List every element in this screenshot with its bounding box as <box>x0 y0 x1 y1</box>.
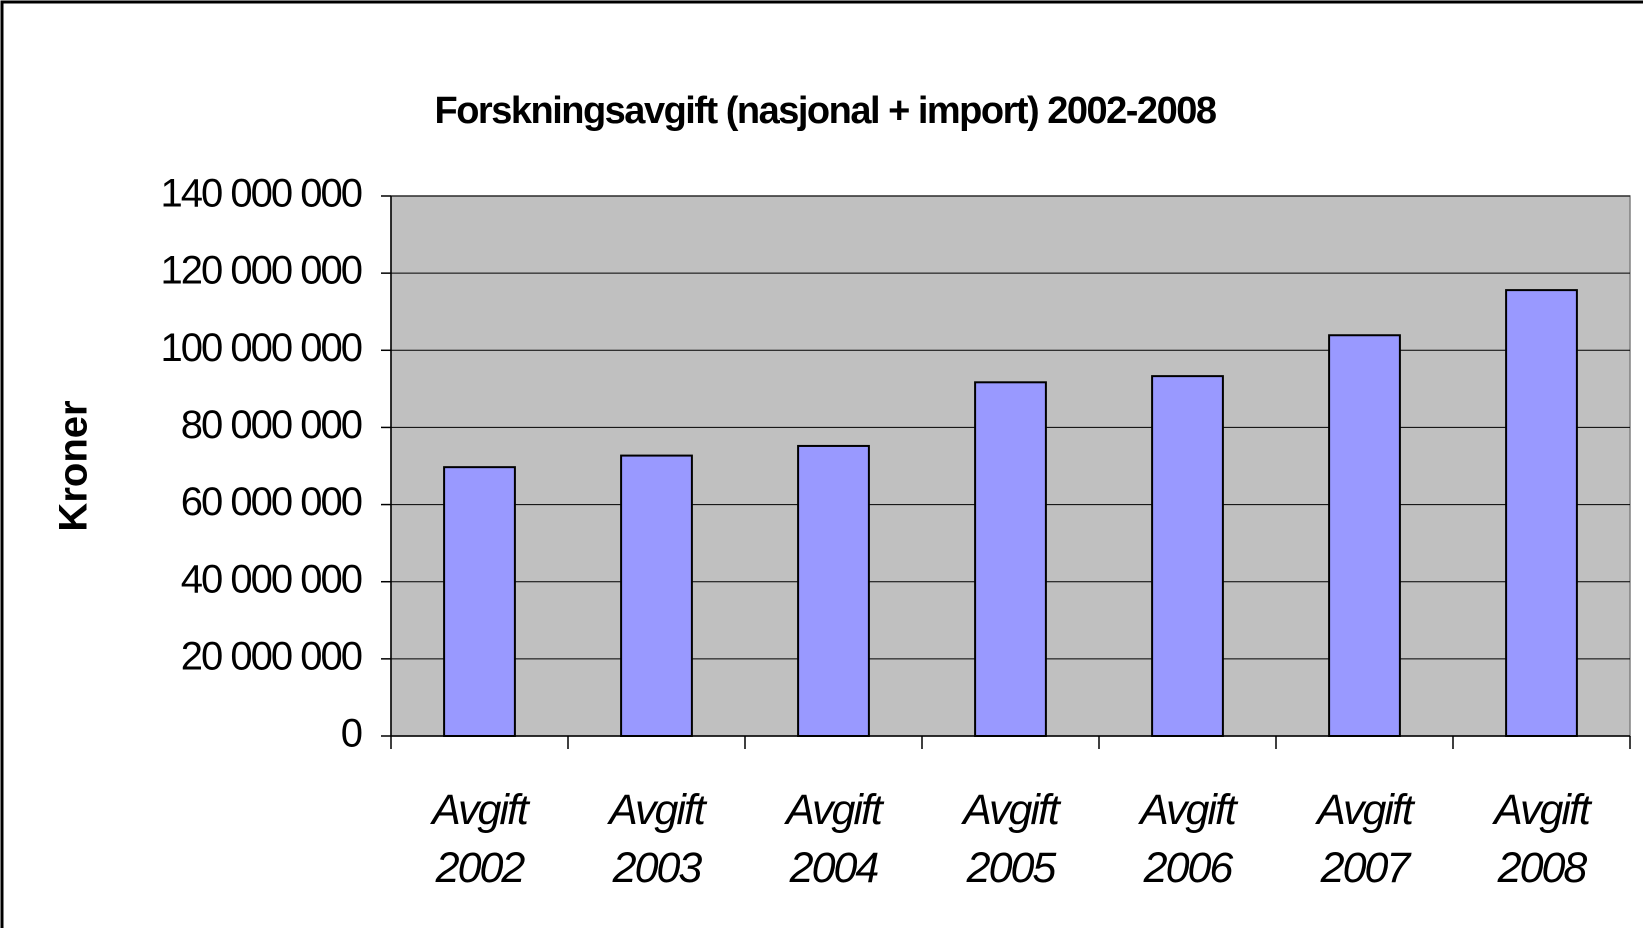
x-tick-label: Avgift 2005 <box>963 786 1060 892</box>
bar <box>443 466 516 737</box>
y-axis-label: Kroner <box>52 400 96 531</box>
x-tick-label: Avgift 2007 <box>1317 786 1414 892</box>
x-tick-label: Avgift 2002 <box>432 786 529 892</box>
bar <box>974 381 1047 737</box>
y-tick-label: 0 <box>341 712 362 756</box>
bar <box>1151 375 1224 737</box>
y-tick-label: 80 000 000 <box>181 403 362 447</box>
bar <box>1328 334 1401 737</box>
y-tick-label: 60 000 000 <box>181 480 362 524</box>
x-tick-label: Avgift 2006 <box>1140 786 1237 892</box>
y-tick-label: 40 000 000 <box>181 557 362 601</box>
x-tick-label: Avgift 2003 <box>609 786 706 892</box>
x-tick-label: Avgift 2008 <box>1494 786 1591 892</box>
y-tick-label: 140 000 000 <box>161 172 362 216</box>
x-tick-label: Avgift 2004 <box>786 786 883 892</box>
bar <box>620 454 693 737</box>
bar <box>797 444 870 737</box>
y-tick-label: 120 000 000 <box>161 249 362 293</box>
y-tick-label: 100 000 000 <box>161 326 362 370</box>
bar <box>1505 289 1578 737</box>
chart-title: Forskningsavgift (nasjonal + import) 200… <box>435 90 1216 132</box>
y-tick-label: 20 000 000 <box>181 634 362 678</box>
